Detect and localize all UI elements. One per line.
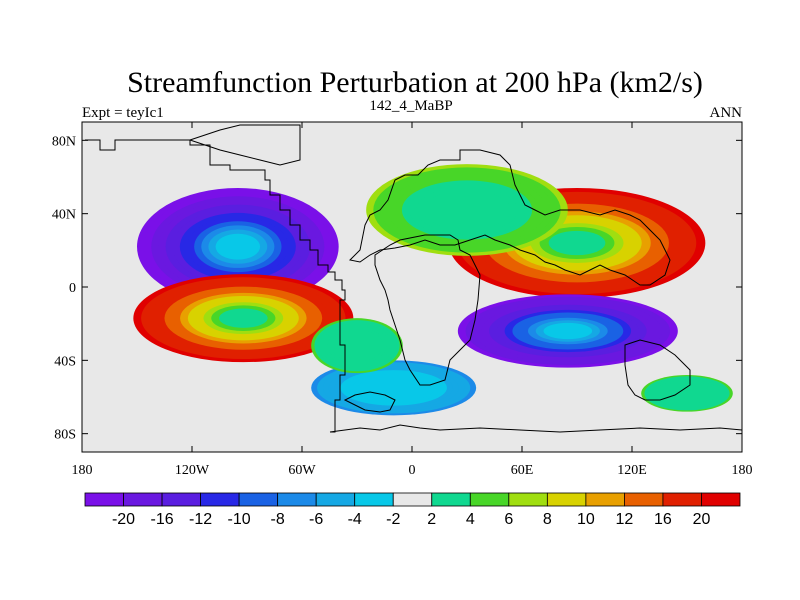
colorbar-swatch bbox=[662, 492, 702, 507]
colorbar-swatch bbox=[354, 492, 394, 507]
colorbar-label: 2 bbox=[427, 511, 436, 528]
contour-fields bbox=[133, 164, 733, 416]
colorbar-label: -6 bbox=[309, 511, 323, 528]
colorbar-swatch bbox=[585, 492, 625, 507]
contour-band bbox=[423, 190, 511, 230]
contour-feature-0 bbox=[137, 188, 339, 306]
x-tick-label: 180 bbox=[732, 463, 753, 478]
colorbar-swatch bbox=[200, 492, 240, 507]
contour-feature-6 bbox=[641, 375, 733, 412]
colorbar-label: -20 bbox=[112, 511, 135, 528]
x-tick-label: 60W bbox=[288, 463, 316, 478]
colorbar-swatch bbox=[315, 492, 356, 507]
colorbar-label: 20 bbox=[693, 511, 711, 528]
colorbar-swatch bbox=[431, 492, 471, 507]
right-label: ANN bbox=[710, 105, 743, 121]
x-tick-label: 120E bbox=[617, 463, 647, 478]
colorbar-label: 8 bbox=[543, 511, 552, 528]
colorbar-swatch bbox=[546, 492, 587, 507]
contour-band bbox=[215, 233, 261, 260]
y-tick-label: 0 bbox=[69, 281, 76, 296]
contour-band bbox=[548, 230, 606, 256]
contour-feature-5 bbox=[311, 360, 477, 416]
left-label: Expt = teyIc1 bbox=[82, 105, 164, 121]
colorbar-swatch bbox=[392, 492, 433, 507]
y-tick-label: 80N bbox=[52, 134, 76, 149]
colorbar-swatch bbox=[238, 492, 279, 507]
coastline-africa bbox=[374, 234, 481, 386]
x-tick-label: 60E bbox=[511, 463, 534, 478]
y-tick-label: 40N bbox=[52, 208, 76, 223]
colorbar: -20 -16 -12 -10 -8 -6 -4 -2 2 4 6 8 10 12 16 20 bbox=[84, 492, 741, 528]
colorbar-label: 10 bbox=[577, 511, 595, 528]
coastline-americas bbox=[85, 139, 346, 433]
y-tick-label: 40S bbox=[54, 354, 76, 369]
colorbar-label: 16 bbox=[654, 511, 672, 528]
coastline-antarctica bbox=[329, 424, 743, 433]
colorbar-swatch bbox=[701, 492, 741, 507]
contour-band bbox=[543, 322, 593, 340]
contour-band bbox=[330, 329, 384, 362]
x-tick-label: 120W bbox=[175, 463, 210, 478]
colorbar-label: -12 bbox=[189, 511, 212, 528]
colorbar-label: 12 bbox=[616, 511, 634, 528]
x-tick-label: 180 bbox=[72, 463, 93, 478]
coastline-south-america-tip bbox=[343, 391, 396, 413]
y-tick-label: 80S bbox=[54, 428, 76, 443]
colorbar-label: -8 bbox=[271, 511, 285, 528]
colorbar-label: -2 bbox=[386, 511, 400, 528]
coastline-australia bbox=[624, 339, 691, 401]
colorbar-label: -4 bbox=[348, 511, 362, 528]
colorbar-swatch bbox=[84, 492, 124, 507]
contour-band bbox=[660, 382, 714, 404]
contour-band bbox=[219, 308, 268, 328]
coastlines bbox=[85, 124, 743, 433]
center-label: 142_4_MaBP bbox=[369, 98, 452, 114]
contour-band bbox=[357, 375, 430, 400]
colorbar-swatch bbox=[161, 492, 201, 507]
chart-title: Streamfunction Perturbation at 200 hPa (… bbox=[127, 66, 703, 99]
colorbar-swatch bbox=[277, 492, 317, 507]
contour-feature-1 bbox=[133, 274, 354, 363]
colorbar-swatch bbox=[624, 492, 664, 507]
colorbar-label: 4 bbox=[466, 511, 475, 528]
colorbar-swatch bbox=[508, 492, 548, 507]
x-tick-label: 0 bbox=[409, 463, 416, 478]
contour-feature-7 bbox=[311, 318, 403, 374]
contour-feature-4 bbox=[366, 164, 568, 256]
colorbar-label: -16 bbox=[150, 511, 173, 528]
coastline-greenland bbox=[188, 124, 301, 166]
contour-feature-3 bbox=[457, 294, 678, 368]
axis-ticks: 180 120W 60W 0 60E 120E 180 80N 40N 0 40S 80S bbox=[52, 122, 753, 478]
coastline-eurasia bbox=[348, 149, 671, 286]
colorbar-label: -10 bbox=[228, 511, 251, 528]
colorbar-swatch bbox=[123, 492, 163, 507]
colorbar-swatch bbox=[469, 492, 510, 507]
colorbar-label: 6 bbox=[504, 511, 513, 528]
